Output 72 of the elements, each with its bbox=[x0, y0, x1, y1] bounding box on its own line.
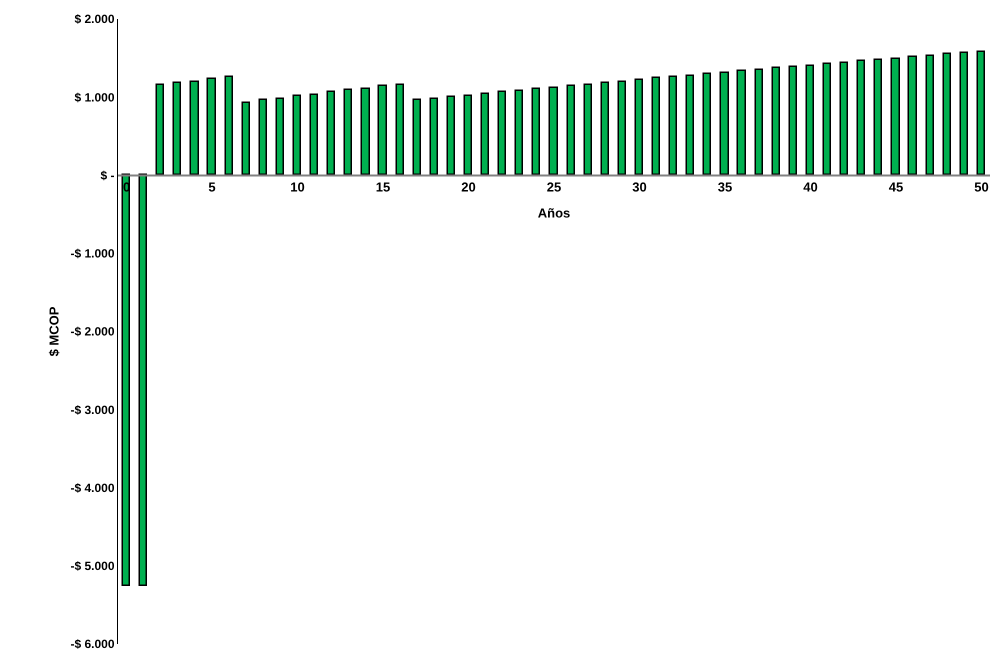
bar bbox=[360, 88, 370, 175]
y-tick-label: $ 2.000 bbox=[74, 12, 115, 26]
x-axis-title: Años bbox=[538, 206, 570, 221]
x-tick-label: 10 bbox=[290, 180, 305, 195]
bar bbox=[412, 98, 421, 175]
bar bbox=[514, 90, 523, 175]
bar bbox=[806, 64, 814, 175]
x-tick-label: 20 bbox=[461, 180, 476, 195]
bar bbox=[600, 82, 609, 175]
bar bbox=[310, 94, 318, 175]
bar bbox=[788, 66, 797, 175]
x-tick-label: 5 bbox=[208, 180, 216, 195]
bar bbox=[736, 70, 746, 175]
bar bbox=[156, 84, 164, 175]
y-tick-label: $ - bbox=[100, 168, 114, 182]
bar bbox=[634, 78, 643, 175]
y-tick-label: -$ 6.000 bbox=[70, 637, 115, 652]
bar bbox=[480, 92, 489, 175]
y-tick-label: -$ 1.000 bbox=[70, 246, 115, 261]
x-tick-label: 50 bbox=[974, 180, 989, 195]
bar bbox=[772, 66, 780, 175]
bar bbox=[276, 98, 284, 175]
bar bbox=[942, 52, 951, 175]
bar bbox=[292, 94, 301, 175]
bar bbox=[652, 76, 660, 175]
bar bbox=[702, 72, 711, 175]
bar bbox=[498, 90, 506, 175]
bar bbox=[138, 174, 147, 586]
bar bbox=[396, 84, 404, 175]
bar bbox=[720, 72, 729, 175]
bar bbox=[584, 84, 592, 175]
y-tick-label: -$ 3.000 bbox=[70, 402, 115, 417]
x-tick-label: 35 bbox=[718, 180, 732, 195]
bar bbox=[926, 54, 934, 175]
bar bbox=[172, 82, 181, 175]
y-tick-label: -$ 4.000 bbox=[70, 480, 115, 495]
bar bbox=[618, 80, 626, 175]
bar bbox=[856, 60, 865, 175]
bar bbox=[446, 96, 455, 175]
bar bbox=[464, 94, 472, 175]
bar bbox=[206, 78, 216, 175]
bar bbox=[532, 88, 540, 175]
bar bbox=[874, 58, 882, 175]
y-axis-title: $ MCOP bbox=[46, 306, 62, 356]
bar bbox=[976, 50, 985, 175]
bar bbox=[224, 76, 233, 175]
bar bbox=[258, 98, 267, 175]
bar bbox=[754, 68, 763, 175]
bar bbox=[908, 56, 917, 175]
y-tick-label: -$ 2.000 bbox=[70, 324, 115, 339]
x-tick-label: 30 bbox=[632, 180, 647, 195]
bar bbox=[686, 74, 694, 175]
bar bbox=[822, 62, 831, 175]
bar bbox=[344, 88, 352, 175]
x-tick-label: 40 bbox=[803, 180, 818, 195]
bar bbox=[378, 84, 387, 175]
bar bbox=[668, 76, 677, 175]
x-tick-label: 15 bbox=[376, 180, 390, 195]
x-tick-label: 45 bbox=[888, 180, 904, 195]
bar bbox=[190, 80, 199, 175]
bar bbox=[326, 90, 335, 175]
x-tick-label: 25 bbox=[546, 180, 562, 195]
bar bbox=[890, 58, 900, 175]
bar bbox=[548, 86, 558, 175]
bar bbox=[566, 84, 575, 175]
bar bbox=[960, 52, 968, 175]
bar bbox=[242, 102, 250, 175]
bar bbox=[840, 62, 848, 175]
y-tick-label: -$ 5.000 bbox=[70, 559, 115, 574]
y-tick-label: $ 1.000 bbox=[74, 90, 115, 104]
bar bbox=[122, 174, 130, 586]
bar bbox=[430, 98, 438, 175]
